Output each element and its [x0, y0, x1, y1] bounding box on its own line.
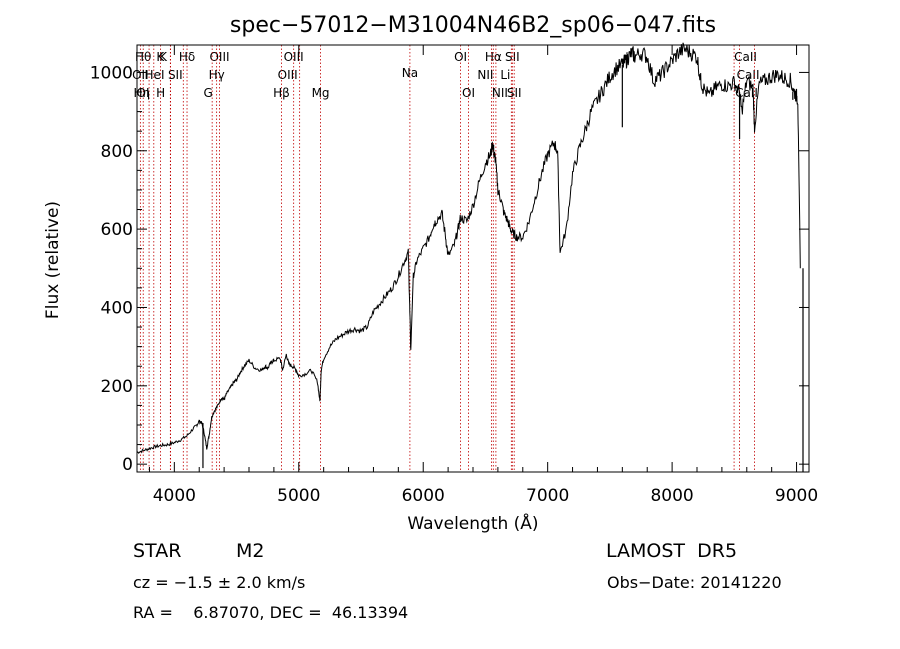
line-label-14: OIII	[278, 68, 298, 82]
x-tick-label-4: 8000	[650, 486, 693, 506]
line-label-10: OII	[132, 68, 149, 82]
line-label-22: Hβ	[273, 86, 290, 100]
y-tick-label-2: 400	[101, 298, 133, 318]
line-label-9: CaII	[734, 50, 757, 64]
line-label-0: Hθ	[135, 50, 151, 64]
line-label-13: Hγ	[209, 68, 225, 82]
line-label-19: Hη	[133, 86, 150, 100]
x-tick-label-1: 5000	[277, 486, 320, 506]
y-axis-label: Flux (relative)	[43, 201, 63, 319]
line-label-6: OI	[454, 50, 467, 64]
y-tick-label-3: 600	[101, 220, 133, 240]
y-tick-label-4: 800	[101, 142, 133, 162]
line-label-15: NII	[477, 68, 493, 82]
line-label-8: SII	[505, 50, 520, 64]
y-tick-label-0: 0	[122, 455, 133, 475]
line-label-17: CaII	[737, 68, 760, 82]
axes: 4000 5000 6000 7000 8000 9000 0 200 400 600 800 100…	[90, 44, 818, 506]
line-label-27: SII	[507, 86, 522, 100]
x-tick-label-3: 7000	[526, 486, 569, 506]
series-line-0	[136, 42, 801, 454]
line-label-25: OI	[462, 86, 475, 100]
x-axis-label: Wavelength (Å)	[407, 512, 538, 534]
line-label-24: Na	[402, 66, 418, 80]
redshift-info: cz = −1.5 ± 2.0 km/s	[133, 573, 306, 592]
line-markers: HθKKHδOIIIOIIIOIHαSIICaIIOIIHeISIIHγOIII…	[132, 45, 759, 472]
line-label-3: Hδ	[179, 50, 195, 64]
subclass: M2	[236, 540, 265, 562]
object-class: STAR	[133, 540, 182, 562]
coordinates: RA = 6.87070, DEC = 46.13394	[133, 603, 409, 622]
line-label-12: SII	[168, 68, 183, 82]
plot-frame	[136, 44, 810, 473]
obs-date: Obs−Date: 20141220	[607, 573, 782, 592]
line-label-7: Hα	[485, 50, 502, 64]
line-label-21: G	[204, 86, 213, 100]
y-tick-label-5: 1000	[90, 63, 133, 83]
x-tick-label-5: 9000	[775, 486, 818, 506]
line-label-20: H	[156, 86, 165, 100]
line-label-26: NII	[492, 86, 508, 100]
line-label-23: Mg	[312, 86, 330, 100]
series-group	[136, 42, 804, 472]
line-label-4: OIII	[209, 50, 229, 64]
line-label-1: K	[159, 50, 168, 64]
survey-label: LAMOST DR5	[606, 540, 738, 562]
y-tick-label-1: 200	[101, 377, 133, 397]
line-label-18: OI	[137, 86, 150, 100]
x-tick-label-0: 4000	[153, 486, 196, 506]
chart-title: spec−57012−M31004N46B2_sp06−047.fits	[230, 13, 716, 38]
x-tick-label-2: 6000	[402, 486, 445, 506]
line-label-16: Li	[500, 68, 510, 82]
line-label-11: HeI	[145, 68, 165, 82]
